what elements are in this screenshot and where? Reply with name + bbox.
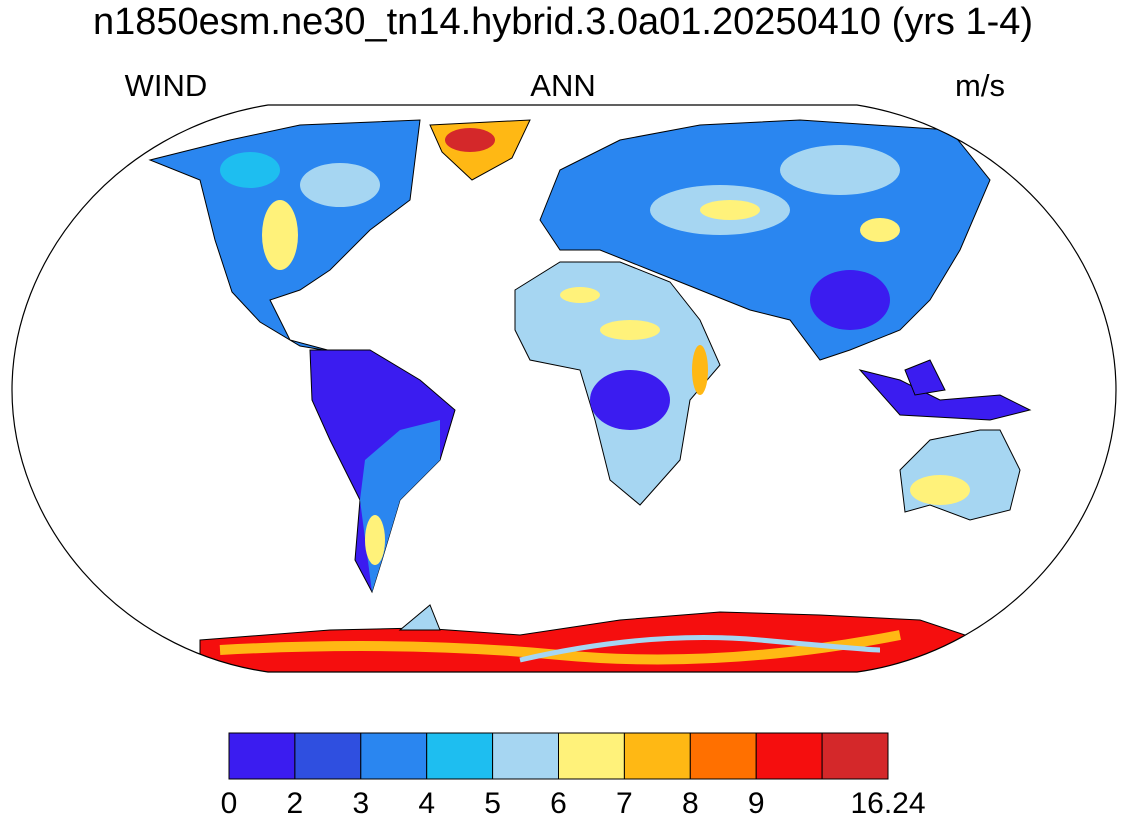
colorbar-tick-label: 5 (484, 787, 501, 820)
region (219, 630, 901, 665)
region (692, 345, 708, 395)
colorbar-tick-label: 6 (550, 787, 567, 820)
colorbar-box (755, 732, 823, 780)
colorbar-box (623, 732, 691, 780)
region (590, 370, 670, 430)
region (780, 145, 900, 195)
title: n1850esm.ne30_tn14.hybrid.3.0a01.2025041… (93, 1, 1033, 43)
region (519, 635, 881, 663)
colorbar-box (360, 732, 428, 780)
colorbar-box (426, 732, 494, 780)
colorbar-box (558, 732, 625, 780)
colorbar-tick-label: 8 (682, 787, 699, 820)
colorbar-tick-label: 0 (221, 787, 238, 820)
region (860, 218, 900, 242)
islands (858, 369, 1032, 421)
left-label: WIND (125, 68, 208, 103)
region (910, 475, 970, 505)
region (300, 163, 380, 207)
map-border (11, 104, 1117, 673)
right-label: m/s (955, 68, 1005, 103)
region (700, 200, 760, 220)
region (262, 200, 298, 270)
region (365, 515, 385, 565)
colorbar: 0 2 3 4 5 6 7 8 9 16.24 (221, 732, 926, 820)
center-label: ANN (530, 68, 595, 103)
colorbar-box (492, 732, 560, 780)
colorbar-box (228, 732, 296, 780)
region (600, 320, 660, 340)
colorbar-tick-label: 7 (616, 787, 633, 820)
colorbar-box (821, 732, 889, 780)
region (445, 128, 495, 152)
region (810, 270, 890, 330)
colorbar-tick-label: 4 (418, 787, 435, 820)
colorbar-box (294, 732, 362, 780)
region (560, 287, 600, 303)
islands (904, 359, 946, 396)
colorbar-tick-label: 3 (352, 787, 369, 820)
map (12, 105, 1116, 672)
region (220, 152, 280, 188)
colorbar-box (689, 732, 757, 780)
region (398, 604, 441, 631)
colorbar-tick-label: 16.24 (850, 787, 925, 820)
colorbar-tick-label: 9 (748, 787, 765, 820)
colorbar-tick-label: 2 (287, 787, 304, 820)
